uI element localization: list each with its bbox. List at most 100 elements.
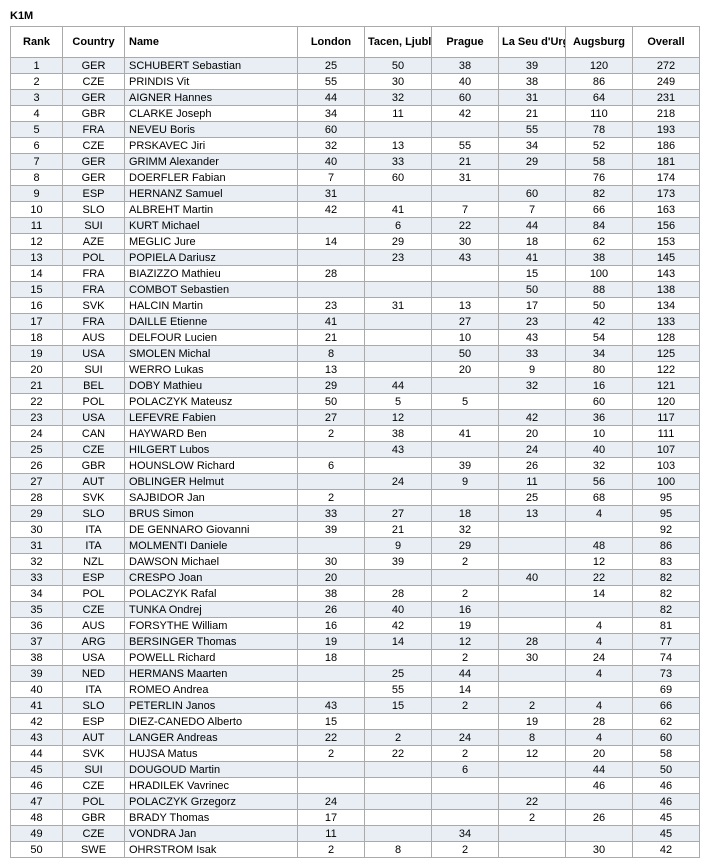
cell-name: MEGLIC Jure	[125, 234, 298, 250]
table-row: 22POLPOLACZYK Mateusz505560120	[11, 394, 700, 410]
cell-london: 2	[298, 490, 365, 506]
cell-tacen: 44	[365, 378, 432, 394]
cell-tacen	[365, 762, 432, 778]
cell-name: LANGER Andreas	[125, 730, 298, 746]
cell-rank: 3	[11, 90, 63, 106]
cell-london	[298, 538, 365, 554]
cell-name: DE GENNARO Giovanni	[125, 522, 298, 538]
cell-rank: 22	[11, 394, 63, 410]
cell-laseu	[499, 682, 566, 698]
cell-augsburg: 82	[566, 186, 633, 202]
cell-augsburg: 78	[566, 122, 633, 138]
cell-tacen: 11	[365, 106, 432, 122]
cell-country: GBR	[63, 458, 125, 474]
cell-rank: 27	[11, 474, 63, 490]
col-prague: Prague	[432, 27, 499, 58]
cell-rank: 39	[11, 666, 63, 682]
cell-overall: 156	[633, 218, 700, 234]
cell-name: DOERFLER Fabian	[125, 170, 298, 186]
cell-rank: 13	[11, 250, 63, 266]
cell-prague: 2	[432, 650, 499, 666]
cell-name: AIGNER Hannes	[125, 90, 298, 106]
cell-laseu: 26	[499, 458, 566, 474]
cell-name: BIAZIZZO Mathieu	[125, 266, 298, 282]
cell-london: 2	[298, 426, 365, 442]
cell-augsburg: 76	[566, 170, 633, 186]
cell-laseu	[499, 602, 566, 618]
cell-tacen: 12	[365, 410, 432, 426]
cell-rank: 41	[11, 698, 63, 714]
cell-laseu: 25	[499, 490, 566, 506]
table-row: 12AZEMEGLIC Jure1429301862153	[11, 234, 700, 250]
cell-london	[298, 474, 365, 490]
table-row: 10SLOALBREHT Martin42417766163	[11, 202, 700, 218]
col-laseu: La Seu d'Urgell	[499, 27, 566, 58]
cell-country: ITA	[63, 538, 125, 554]
cell-prague: 44	[432, 666, 499, 682]
cell-country: BEL	[63, 378, 125, 394]
cell-augsburg: 48	[566, 538, 633, 554]
table-header-row: Rank Country Name London Tacen, Ljubljan…	[11, 27, 700, 58]
cell-london: 31	[298, 186, 365, 202]
cell-prague: 22	[432, 218, 499, 234]
cell-prague: 42	[432, 106, 499, 122]
cell-prague: 30	[432, 234, 499, 250]
cell-name: HAYWARD Ben	[125, 426, 298, 442]
cell-rank: 21	[11, 378, 63, 394]
page-title: K1M	[10, 10, 700, 22]
cell-augsburg: 16	[566, 378, 633, 394]
cell-prague	[432, 714, 499, 730]
cell-overall: 69	[633, 682, 700, 698]
cell-tacen: 38	[365, 426, 432, 442]
cell-rank: 37	[11, 634, 63, 650]
cell-augsburg: 4	[566, 634, 633, 650]
cell-tacen	[365, 330, 432, 346]
cell-london	[298, 442, 365, 458]
cell-laseu: 9	[499, 362, 566, 378]
cell-name: HALCIN Martin	[125, 298, 298, 314]
cell-rank: 50	[11, 842, 63, 858]
cell-name: POLACZYK Rafal	[125, 586, 298, 602]
cell-tacen: 23	[365, 250, 432, 266]
table-row: 46CZEHRADILEK Vavrinec4646	[11, 778, 700, 794]
cell-prague: 40	[432, 74, 499, 90]
cell-overall: 73	[633, 666, 700, 682]
cell-name: OHRSTROM Isak	[125, 842, 298, 858]
table-row: 42ESPDIEZ-CANEDO Alberto15192862	[11, 714, 700, 730]
table-row: 21BELDOBY Mathieu29443216121	[11, 378, 700, 394]
cell-country: CZE	[63, 778, 125, 794]
cell-prague: 2	[432, 698, 499, 714]
cell-tacen: 32	[365, 90, 432, 106]
cell-laseu: 8	[499, 730, 566, 746]
cell-country: SLO	[63, 506, 125, 522]
cell-prague: 50	[432, 346, 499, 362]
cell-augsburg: 56	[566, 474, 633, 490]
cell-country: SVK	[63, 298, 125, 314]
cell-london	[298, 666, 365, 682]
cell-augsburg: 88	[566, 282, 633, 298]
cell-country: ESP	[63, 714, 125, 730]
cell-name: HUJSA Matus	[125, 746, 298, 762]
table-row: 3GERAIGNER Hannes4432603164231	[11, 90, 700, 106]
cell-laseu	[499, 522, 566, 538]
cell-augsburg: 4	[566, 666, 633, 682]
cell-overall: 46	[633, 778, 700, 794]
cell-prague	[432, 442, 499, 458]
cell-tacen: 9	[365, 538, 432, 554]
table-row: 41SLOPETERLIN Janos431522466	[11, 698, 700, 714]
cell-overall: 100	[633, 474, 700, 490]
cell-laseu: 43	[499, 330, 566, 346]
cell-country: CZE	[63, 442, 125, 458]
cell-prague: 6	[432, 762, 499, 778]
cell-prague: 60	[432, 90, 499, 106]
cell-country: CZE	[63, 826, 125, 842]
table-row: 29SLOBRUS Simon33271813495	[11, 506, 700, 522]
cell-laseu: 24	[499, 442, 566, 458]
cell-augsburg: 32	[566, 458, 633, 474]
cell-overall: 120	[633, 394, 700, 410]
cell-rank: 28	[11, 490, 63, 506]
col-overall: Overall	[633, 27, 700, 58]
cell-country: CZE	[63, 74, 125, 90]
cell-london	[298, 282, 365, 298]
cell-augsburg: 12	[566, 554, 633, 570]
